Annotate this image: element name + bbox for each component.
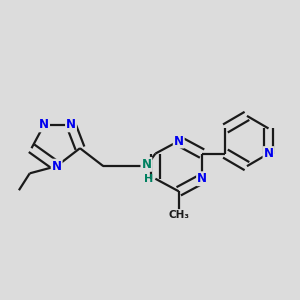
Text: H: H	[144, 174, 153, 184]
Text: N: N	[39, 118, 49, 131]
Text: N: N	[52, 160, 61, 173]
Text: N: N	[197, 172, 207, 185]
Text: CH₃: CH₃	[168, 210, 189, 220]
Text: N: N	[263, 147, 274, 160]
Text: N: N	[66, 118, 76, 131]
Text: N: N	[174, 134, 184, 148]
Text: N: N	[141, 158, 152, 171]
